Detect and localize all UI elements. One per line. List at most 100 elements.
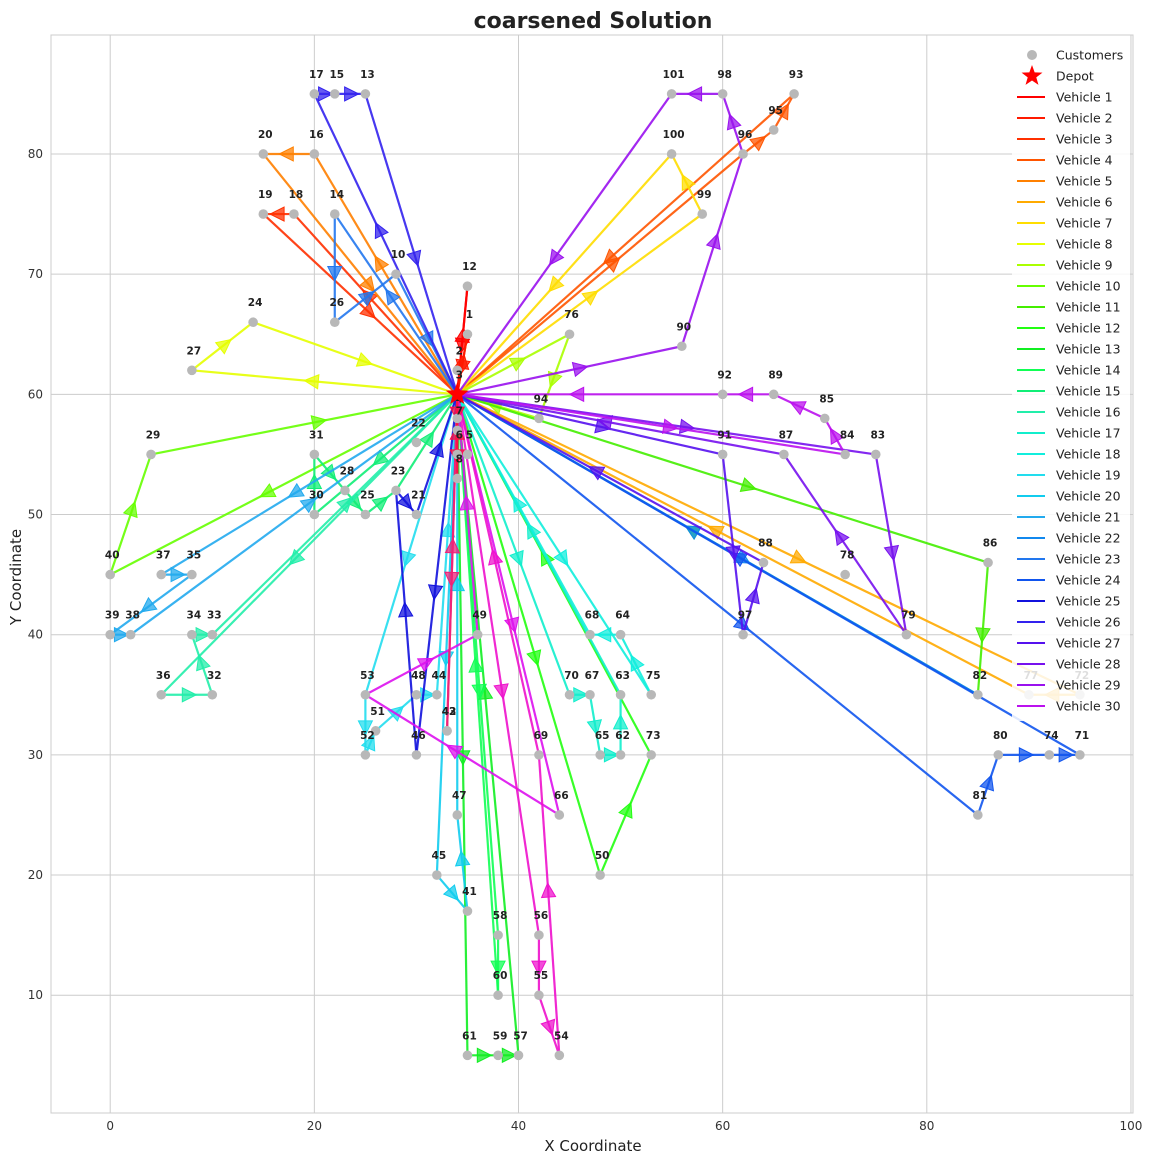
route-segment — [456, 153, 673, 396]
customer-label: 97 — [738, 610, 753, 622]
customer-label: 36 — [156, 670, 171, 682]
legend-entry-label: Vehicle 7 — [1056, 216, 1113, 231]
customer-point — [452, 413, 463, 424]
chart-title: coarsened Solution — [474, 9, 713, 34]
route-segment — [457, 393, 846, 456]
legend-entry-label: Depot — [1056, 69, 1094, 84]
route-arrow — [612, 713, 629, 730]
customer-label: 28 — [340, 465, 355, 477]
route-arrow — [181, 686, 198, 703]
customer-point — [360, 509, 371, 520]
route-segment — [456, 93, 795, 396]
customer-point — [513, 1050, 524, 1061]
legend-entry-label: Vehicle 19 — [1056, 468, 1121, 483]
route-segment — [415, 394, 459, 755]
customer-label: 52 — [360, 730, 375, 742]
customer-label: 79 — [901, 610, 916, 622]
customer-label: 57 — [513, 1030, 528, 1042]
route-arrow — [278, 146, 294, 162]
customer-point — [360, 750, 371, 760]
route-arrow — [442, 884, 459, 902]
route-vehicle-25 — [394, 393, 459, 755]
customer-point — [534, 750, 544, 760]
route-segment — [252, 321, 458, 396]
legend-entry-label: Vehicle 30 — [1056, 699, 1121, 714]
customer-point — [411, 509, 422, 520]
route-arrow — [310, 415, 328, 431]
customer-point — [615, 750, 626, 760]
route-arrow — [737, 386, 754, 403]
route-arrow — [326, 266, 343, 282]
route-segment — [874, 454, 908, 635]
customer-point — [472, 629, 483, 640]
customer-label: 24 — [248, 297, 263, 309]
customer-point — [666, 89, 677, 99]
customer-point — [534, 413, 544, 424]
customer-point — [146, 449, 156, 460]
legend-entry-label: Vehicle 22 — [1056, 531, 1121, 546]
customer-label: 39 — [105, 610, 120, 622]
route-segment — [160, 393, 458, 576]
customer-label: 5 — [466, 429, 473, 441]
route-segment — [456, 93, 673, 395]
legend-entry-label: Vehicle 21 — [1056, 510, 1121, 525]
route-segment — [313, 93, 459, 395]
route-arrow — [587, 466, 606, 481]
legend: Customers Depot Vehicle 1 Vehicle 2 Vehicle … — [1012, 43, 1130, 721]
route-arrow — [454, 850, 471, 867]
legend-box — [1012, 43, 1130, 721]
customer-point — [289, 209, 299, 219]
y-tick-label: 20 — [28, 868, 43, 882]
customer-point — [901, 629, 912, 640]
customer-point — [758, 557, 769, 568]
legend-entry-label: Vehicle 28 — [1056, 657, 1121, 672]
route-arrow — [406, 249, 422, 267]
customer-point — [452, 425, 463, 436]
legend-entry-label: Vehicle 13 — [1056, 342, 1121, 357]
route-arrow — [630, 654, 645, 672]
customer-point — [819, 413, 830, 424]
legend-entry-label: Vehicle 14 — [1056, 363, 1121, 378]
customer-label: 73 — [646, 730, 661, 742]
customer-point — [666, 149, 677, 159]
legend-entry-label: Vehicle 5 — [1056, 174, 1113, 189]
customer-point — [768, 125, 779, 135]
customer-label: 13 — [360, 69, 375, 81]
route-segment — [456, 394, 541, 936]
route-vehicle-30 — [457, 386, 847, 456]
customer-point — [1044, 750, 1055, 760]
plot-area — [50, 34, 1134, 1114]
route-arrow — [268, 206, 285, 222]
customer-label: 92 — [717, 369, 732, 381]
customer-point — [840, 449, 850, 460]
route-arrow — [360, 734, 376, 752]
route-arrow — [789, 401, 807, 416]
route-segment — [456, 393, 1081, 696]
customer-point — [309, 89, 320, 99]
customer-point — [697, 209, 708, 219]
axis-ticks: 0 20 40 60 80 100 10 20 30 40 50 60 70 80 — [28, 147, 1143, 1133]
customer-point — [615, 689, 626, 700]
route-arrow — [705, 232, 721, 251]
customer-label: 51 — [370, 706, 385, 718]
customer-point — [585, 689, 595, 700]
legend-entry-label: Customers — [1056, 48, 1123, 63]
route-segment — [456, 393, 653, 696]
route-arrow — [744, 587, 760, 605]
customer-point — [534, 990, 544, 1001]
route-arrow — [140, 596, 158, 613]
y-tick-label: 30 — [28, 748, 43, 762]
customer-point — [789, 89, 799, 99]
customer-label: 14 — [329, 189, 344, 201]
route-arrow — [372, 449, 390, 466]
route-arrow — [357, 720, 374, 736]
customer-point — [493, 1050, 503, 1061]
route-segment — [456, 213, 703, 396]
route-arrow — [493, 683, 509, 700]
route-arrow — [444, 537, 461, 554]
customer-label: 54 — [554, 1030, 569, 1042]
route-arrow — [374, 221, 389, 240]
customer-label: 93 — [789, 69, 804, 81]
customer-label: 90 — [677, 321, 692, 333]
